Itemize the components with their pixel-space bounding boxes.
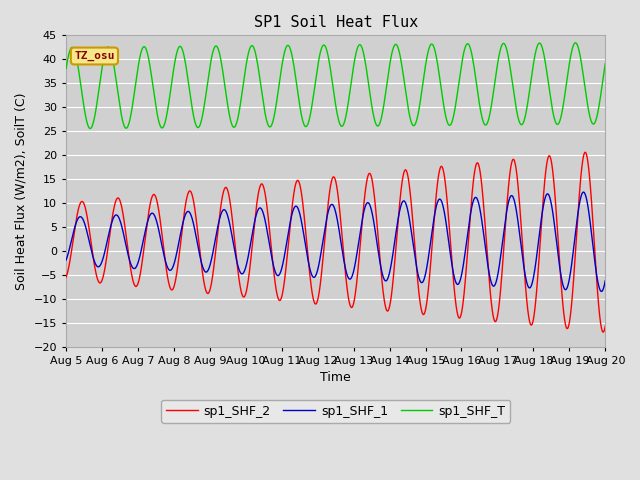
sp1_SHF_1 [385, 270, 393, 276]
sp1_SHF_1 [62, 257, 70, 263]
sp1_SHF_2 [62, 274, 70, 280]
sp1_SHF_T [268, 121, 276, 127]
sp1_SHF_2 [268, 253, 276, 259]
Y-axis label: Soil Heat Flux (W/m2), SoilT (C): Soil Heat Flux (W/m2), SoilT (C) [15, 92, 28, 290]
sp1_SHF_T [160, 122, 168, 128]
Legend: sp1_SHF_2, sp1_SHF_1, sp1_SHF_T: sp1_SHF_2, sp1_SHF_1, sp1_SHF_T [161, 400, 510, 423]
sp1_SHF_2 [600, 329, 607, 335]
sp1_SHF_T [602, 61, 609, 67]
sp1_SHF_1 [506, 196, 513, 202]
sp1_SHF_2 [581, 149, 589, 155]
Title: SP1 Soil Heat Flux: SP1 Soil Heat Flux [253, 15, 418, 30]
sp1_SHF_T [86, 126, 94, 132]
sp1_SHF_T [506, 60, 513, 66]
Text: TZ_osu: TZ_osu [74, 51, 115, 61]
sp1_SHF_1 [413, 265, 420, 271]
sp1_SHF_2 [385, 304, 393, 310]
sp1_SHF_T [572, 40, 579, 46]
sp1_SHF_1 [160, 252, 168, 258]
sp1_SHF_1 [465, 225, 472, 231]
sp1_SHF_1 [268, 256, 276, 262]
sp1_SHF_1 [598, 288, 605, 294]
sp1_SHF_2 [506, 175, 513, 181]
sp1_SHF_1 [602, 278, 609, 284]
Line: sp1_SHF_T: sp1_SHF_T [66, 43, 605, 129]
Line: sp1_SHF_1: sp1_SHF_1 [66, 192, 605, 291]
sp1_SHF_2 [413, 267, 420, 273]
Line: sp1_SHF_2: sp1_SHF_2 [66, 152, 605, 332]
X-axis label: Time: Time [320, 372, 351, 384]
sp1_SHF_1 [580, 189, 588, 195]
sp1_SHF_2 [465, 238, 472, 243]
sp1_SHF_T [386, 63, 394, 69]
sp1_SHF_T [465, 41, 472, 47]
sp1_SHF_2 [602, 323, 609, 329]
sp1_SHF_T [62, 66, 70, 72]
sp1_SHF_T [413, 117, 420, 122]
sp1_SHF_2 [160, 249, 168, 254]
